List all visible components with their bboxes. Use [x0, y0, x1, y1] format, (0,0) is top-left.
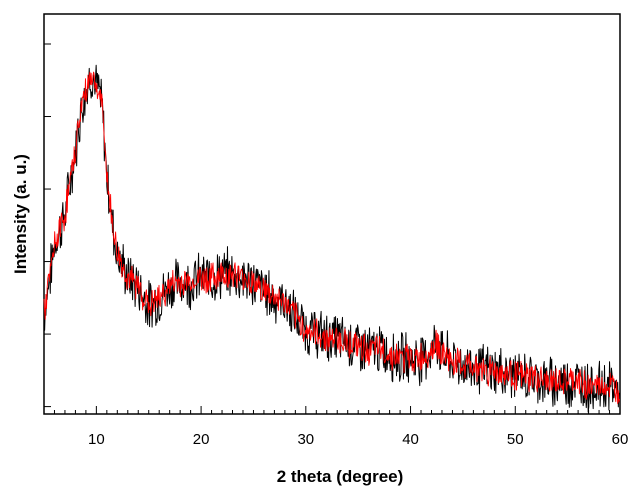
- x-tick-label: 30: [297, 431, 314, 448]
- series-black-trace: [43, 64, 621, 413]
- series-layer: [43, 64, 621, 413]
- series-red-trace: [43, 71, 621, 405]
- x-axis-label: 2 theta (degree): [277, 467, 404, 486]
- y-axis-ticks: [44, 43, 51, 408]
- x-tick-label: 40: [402, 431, 419, 448]
- x-tick-label: 60: [612, 431, 629, 448]
- x-tick-label: 20: [193, 431, 210, 448]
- x-axis-ticks: 10 20 30 40 50 60: [43, 406, 629, 448]
- x-tick-label: 10: [88, 431, 105, 448]
- plot-frame: [43, 13, 621, 415]
- y-axis-label: Intensity (a. u.): [11, 154, 30, 274]
- x-tick-label: 50: [507, 431, 524, 448]
